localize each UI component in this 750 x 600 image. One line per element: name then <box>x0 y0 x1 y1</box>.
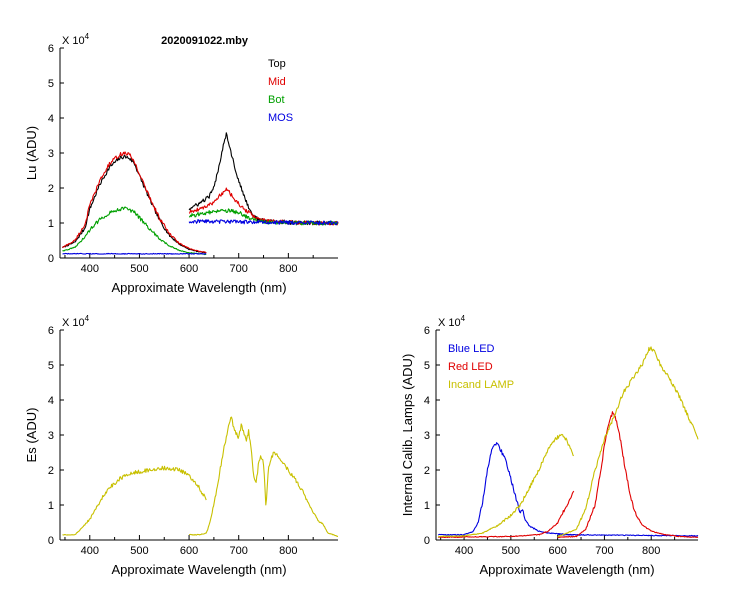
x-tick-label: 700 <box>595 545 613 557</box>
x-tick-label: 400 <box>81 263 99 275</box>
x-tick-label: 700 <box>230 263 248 275</box>
y-tick-label: 6 <box>48 325 54 337</box>
y-tick-label: 1 <box>48 218 54 230</box>
multiplier-base: X 10 <box>438 317 461 329</box>
y-tick-label: 2 <box>424 465 430 477</box>
series-line-es <box>189 416 339 537</box>
y-tick-label: 5 <box>424 360 430 372</box>
x-tick-label: 500 <box>130 263 148 275</box>
y-tick-label: 0 <box>48 253 54 265</box>
x-tick-label: 800 <box>642 545 660 557</box>
legend-entry-top: Top <box>268 58 286 70</box>
multiplier-exponent: 4 <box>85 32 90 41</box>
chart-title: 2020091022.mby <box>161 35 249 47</box>
y-tick-label: 5 <box>48 360 54 372</box>
x-tick-label: 800 <box>279 263 297 275</box>
x-axis-label: Approximate Wavelength (nm) <box>111 562 286 577</box>
y-tick-label: 1 <box>48 500 54 512</box>
multiplier-exponent: 4 <box>85 314 90 323</box>
y-tick-label: 3 <box>48 430 54 442</box>
x-axis-label: Approximate Wavelength (nm) <box>479 562 654 577</box>
y-tick-label: 6 <box>48 43 54 55</box>
x-tick-label: 800 <box>279 545 297 557</box>
x-tick-label: 600 <box>548 545 566 557</box>
series-line-incand-lamp <box>438 433 574 538</box>
legend-entry-mid: Mid <box>268 76 286 88</box>
series-line-red-led <box>438 490 575 539</box>
x-tick-label: 400 <box>455 545 473 557</box>
y-axis-label: Internal Calib. Lamps (ADU) <box>400 354 415 517</box>
multiplier-base: X 10 <box>62 35 85 47</box>
y-multiplier-label: X 104 <box>438 314 466 329</box>
legend-entry-bot: Bot <box>268 94 285 106</box>
y-axis-label: Lu (ADU) <box>24 126 39 180</box>
y-tick-label: 4 <box>48 395 54 407</box>
y-multiplier-label: X 104 <box>62 314 90 329</box>
x-tick-label: 500 <box>502 545 520 557</box>
multiplier-exponent: 4 <box>461 314 466 323</box>
y-tick-label: 0 <box>424 535 430 547</box>
x-tick-label: 400 <box>81 545 99 557</box>
y-tick-label: 2 <box>48 183 54 195</box>
y-tick-label: 3 <box>424 430 430 442</box>
series-line-mos <box>188 219 339 226</box>
series-line-mid <box>62 151 207 254</box>
multiplier-base: X 10 <box>62 317 85 329</box>
y-tick-label: 0 <box>48 535 54 547</box>
x-tick-label: 700 <box>230 545 248 557</box>
legend-entry-mos: MOS <box>268 112 293 124</box>
y-tick-label: 4 <box>48 113 54 125</box>
y-multiplier-label: X 104 <box>62 32 90 47</box>
y-tick-label: 3 <box>48 148 54 160</box>
series-line-incand-lamp <box>557 346 699 538</box>
series-line-mos <box>62 252 207 255</box>
series-line-mid <box>188 187 339 226</box>
series-line-top <box>188 132 339 226</box>
legend-entry-blue-led: Blue LED <box>448 343 495 355</box>
y-tick-label: 1 <box>424 500 430 512</box>
y-axis-label: Es (ADU) <box>24 408 39 463</box>
x-tick-label: 600 <box>180 545 198 557</box>
legend-entry-incand-lamp: Incand LAMP <box>448 379 514 391</box>
y-tick-label: 5 <box>48 78 54 90</box>
y-tick-label: 6 <box>424 325 430 337</box>
y-tick-label: 2 <box>48 465 54 477</box>
series-line-blue-led <box>437 442 574 536</box>
x-tick-label: 500 <box>130 545 148 557</box>
legend-entry-red-led: Red LED <box>448 361 493 373</box>
x-tick-label: 600 <box>180 263 198 275</box>
series-line-red-led <box>557 411 699 539</box>
series-line-es <box>62 465 207 536</box>
series-line-bot <box>62 206 207 256</box>
x-axis-label: Approximate Wavelength (nm) <box>111 280 286 295</box>
y-tick-label: 4 <box>424 395 430 407</box>
